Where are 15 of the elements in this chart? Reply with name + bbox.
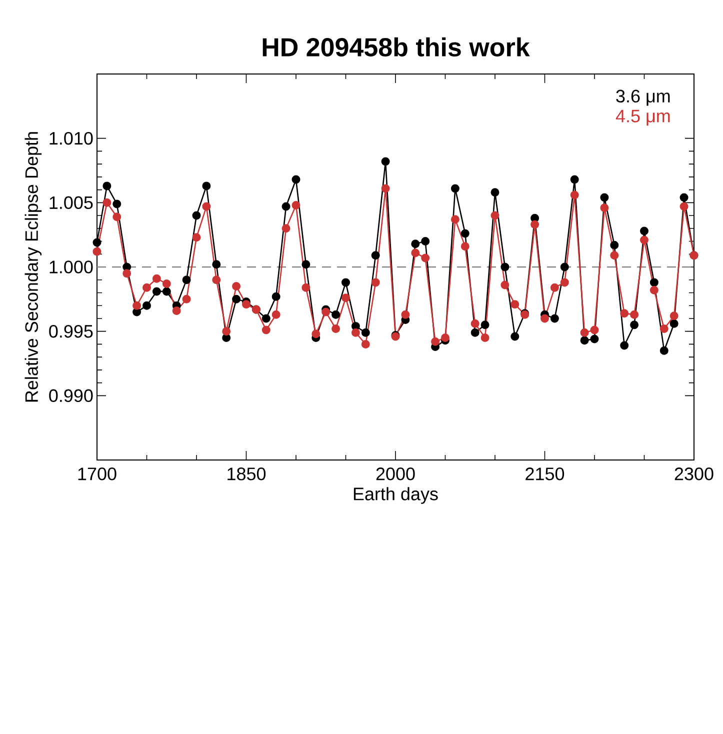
y-tick-label: 0.995 bbox=[49, 324, 93, 338]
y-tick-label: 1.005 bbox=[50, 196, 93, 210]
y-tick-label: 1.010 bbox=[50, 132, 93, 145]
chart-title: HD 209458b this work bbox=[262, 37, 530, 56]
x-tick-label: 1700 bbox=[78, 468, 116, 480]
legend-label: 3.6 μm bbox=[616, 90, 670, 106]
x-tick-label: 1850 bbox=[228, 468, 266, 480]
x-tick-label: 2000 bbox=[376, 468, 415, 480]
y-tick-label: 0.990 bbox=[49, 389, 93, 402]
x-tick-label: 2300 bbox=[674, 468, 714, 480]
x-axis-title: Earth days bbox=[354, 487, 438, 504]
text: 4.5 μm bbox=[616, 110, 670, 126]
y-tick-label: 1.000 bbox=[50, 260, 93, 274]
x-tick-label: 2150 bbox=[526, 468, 564, 480]
y-axis-title: Relative Secondary Eclipse Depth bbox=[24, 132, 42, 402]
